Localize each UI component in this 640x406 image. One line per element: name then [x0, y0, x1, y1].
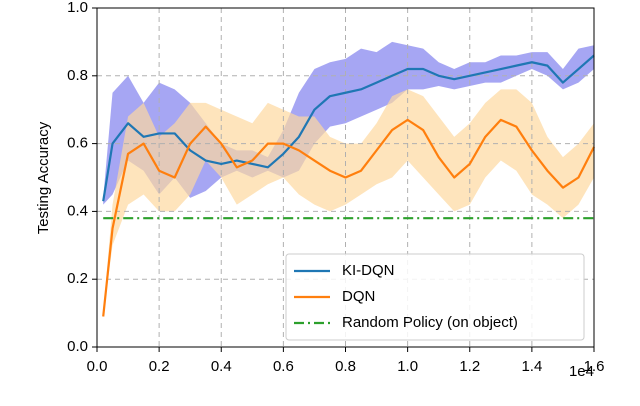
y-axis-label: Testing Accuracy [35, 121, 52, 234]
x-tick-label: 0.2 [149, 358, 170, 375]
x-tick-label: 0.4 [211, 358, 232, 375]
y-tick-label: 0.0 [67, 338, 88, 355]
y-tick-label: 0.6 [67, 135, 88, 152]
x-tick-label: 0.8 [335, 358, 356, 375]
x-tick-label: 0.6 [273, 358, 294, 375]
series-line [102, 54, 595, 202]
x-offset-label: 1e4 [569, 363, 594, 380]
legend-label: DQN [342, 288, 375, 305]
legend-box [285, 253, 585, 341]
x-tick-label: 1.0 [397, 358, 418, 375]
x-tick-label: 1.4 [521, 358, 542, 375]
x-tick-label: 0.0 [87, 358, 108, 375]
legend-label: Random Policy (on object) [342, 314, 518, 331]
y-tick-label: 0.8 [67, 67, 88, 84]
series-line [102, 118, 595, 317]
y-tick-label: 1.0 [67, 0, 88, 16]
plot-frame [96, 7, 595, 348]
confidence-band [103, 89, 595, 317]
y-tick-label: 0.4 [67, 202, 88, 219]
x-tick-label: 1.6 [584, 358, 605, 375]
x-tick-label: 1.2 [459, 358, 480, 375]
legend-label: KI-DQN [342, 262, 395, 279]
y-tick-label: 0.2 [67, 270, 88, 287]
